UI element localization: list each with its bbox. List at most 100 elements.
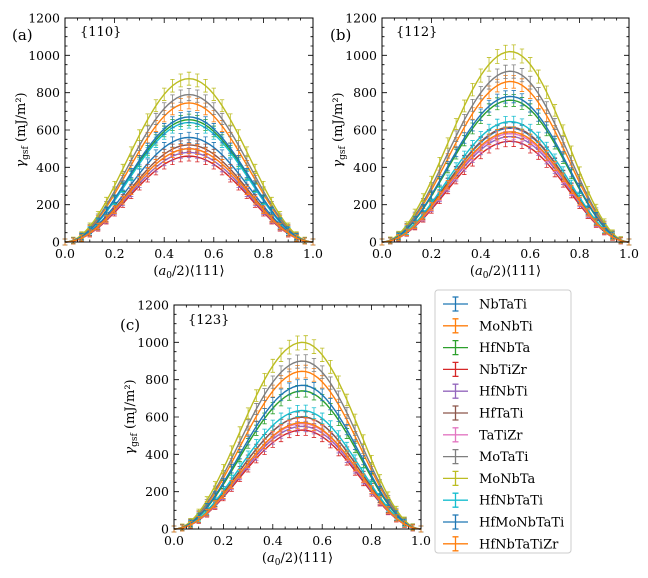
y-tick-label: 200 [353,197,377,212]
series-nbtizr [171,424,424,533]
series-group [62,71,316,246]
facet-label: {112} [396,25,437,40]
facet-label: {123} [188,313,229,328]
x-tick-label: 1.0 [303,246,323,261]
series-nbtizr [62,150,316,246]
tick-marks [381,17,630,243]
series-error-bars [379,135,632,246]
y-tick-label: 800 [36,85,60,100]
y-tick-label: 200 [36,197,60,212]
legend-label: TaTiZr [479,428,523,443]
x-tick-label: 0.8 [253,246,273,261]
legend-marker [443,339,468,356]
y-tick-label: 600 [353,123,377,138]
x-tick-label: 0.0 [372,246,392,261]
x-tick-label: 0.4 [154,246,174,261]
series-hfmonbtati [171,379,424,533]
x-tick-label: 0.4 [263,533,283,548]
legend-label: HfNbTaTi [479,494,543,509]
legend-entry: HfMoNbTaTi [443,514,564,531]
x-axis-label: (a0/2)⟨111⟩ [470,264,541,281]
x-tick-label: 0.8 [570,246,590,261]
y-axis-label: γgsf (mJ/m²) [331,92,348,167]
legend-marker [443,296,468,312]
series-nbtizr [379,135,632,246]
legend-entry: MoNbTi [443,318,533,334]
y-tick-label: 400 [145,447,169,462]
legend-label: MoTaTi [479,450,528,465]
legend: NbTaTi MoNbTi HfNbTa NbTiZr HfNbTi HfTaTi TaTi… [434,289,572,554]
y-tick-label: 1200 [28,11,60,26]
ticks [381,17,630,243]
x-tick-label: 0.4 [471,246,491,261]
legend-label: HfMoNbTaTi [479,516,564,531]
panel-letter: (c) [120,316,140,334]
series-group [171,335,424,533]
legend-marker [443,318,468,334]
y-axis-label: γgsf (mJ/m²) [14,92,31,167]
legend-label: HfNbTi [479,385,528,400]
series-hfnbti [62,147,316,246]
series-error-bars [171,424,424,533]
legend-label: NbTaTi [479,298,527,313]
legend-entry: NbTiZr [443,361,528,378]
series-line [381,131,630,243]
y-tick-label: 1000 [345,48,377,63]
legend-frame [434,289,572,554]
series-error-bars [62,150,316,246]
y-tick-label: 0 [369,235,377,250]
series-error-bars [62,147,316,246]
x-tick-label: 1.0 [619,246,639,261]
panel-a-110: 0.0 0.2 0.4 0.6 0.8 1.0020040060080010001200(… [12,11,323,282]
x-tick-label: 0.2 [213,533,233,548]
legend-label: MoNbTi [479,319,533,334]
series-line [381,133,630,243]
series-line [64,155,314,243]
legend-marker [443,536,468,552]
series-line [381,140,630,243]
tick-marks [173,304,422,530]
x-tick-label: 0.6 [520,246,540,261]
panel-letter: (a) [12,26,33,44]
y-tick-label: 1200 [137,298,169,313]
y-axis-label: γgsf (mJ/m²) [123,379,140,454]
legend-marker [443,448,468,465]
legend-entry: NbTaTi [443,296,527,313]
legend-label: HfNbTa [479,341,531,356]
series-error-bars [379,131,632,246]
legend-entry: TaTiZr [443,427,523,443]
x-tick-label: 0.6 [204,246,224,261]
series-group [379,44,632,246]
legend-entry: HfNbTaTiZr [443,536,559,552]
y-tick-label: 600 [36,123,60,138]
y-tick-label: 800 [353,85,377,100]
series-line [173,425,422,530]
y-tick-label: 0 [52,235,60,250]
series-line [173,421,422,530]
x-tick-label: 0.8 [362,533,382,548]
legend-marker [443,427,468,443]
series-hfnbti [171,420,424,533]
legend-marker [443,492,468,508]
series-line [64,151,314,243]
legend-entry: HfTaTi [443,405,523,422]
series-hfnbti [379,131,632,246]
y-tick-label: 1000 [137,335,169,350]
series-line [64,147,314,243]
facet-label: {110} [80,25,121,40]
y-tick-label: 1000 [28,48,60,63]
y-tick-label: 1200 [345,11,377,26]
legend-entry: HfNbTa [443,339,531,356]
ticks [64,17,314,243]
legend-marker [443,470,468,487]
panel-c-123: 0.0 0.2 0.4 0.6 0.8 1.0 0 200 400 600 800 1000 1200 (… [120,298,431,569]
panel-letter: (b) [330,26,351,44]
y-tick-label: 400 [36,160,60,175]
legend-entry: MoTaTi [443,448,528,465]
legend-marker [443,361,468,378]
x-tick-label: 0.6 [312,533,332,548]
series-line [173,429,422,530]
y-tick-label: 600 [145,410,169,425]
x-tick-label: 0.2 [105,246,125,261]
